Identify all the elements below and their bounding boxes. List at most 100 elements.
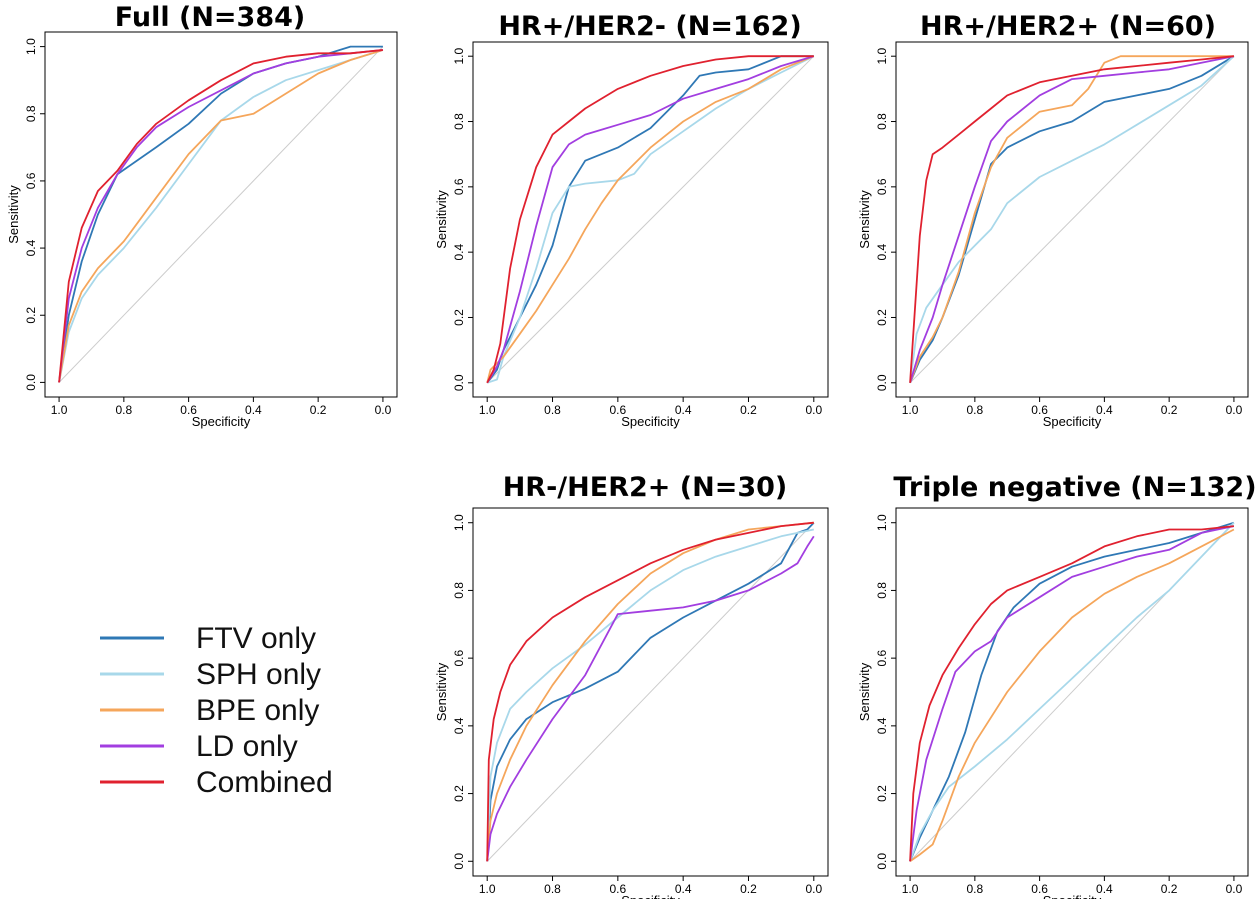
y-tick-label: 0.0 [452, 374, 466, 391]
y-axis-label: Sensitivity [857, 190, 872, 249]
x-axis-label: Specificity [1043, 893, 1102, 899]
roc-panel-1: Full (N=384) 1.0 0.8 0.6 0.4 0.2 0.0 0.0 0.2 0.4 0… [6, 2, 398, 429]
y-tick-label: 0.2 [875, 785, 889, 802]
y-tick-label: 0.6 [452, 649, 466, 666]
x-tick-label: 0.0 [1226, 403, 1243, 417]
series-line-ld-only [486, 535, 815, 862]
plot-frame [895, 507, 1249, 877]
roc-panels: Full (N=384) 1.0 0.8 0.6 0.4 0.2 0.0 0.0 0.2 0.4 0… [6, 2, 1257, 899]
x-tick-label: 0.4 [675, 882, 692, 896]
x-tick-label: 1.0 [51, 403, 68, 417]
x-axis-label: Specificity [621, 414, 680, 429]
series-line-bpe-only [909, 528, 1235, 863]
x-tick-label: 0.4 [245, 403, 262, 417]
panel-title: Full (N=384) [115, 2, 306, 33]
roc-panel-5: Triple negative (N=132) 1.0 0.8 0.6 0.4 0.2 0.… [857, 472, 1257, 899]
legend-label: SPH only [196, 658, 321, 691]
y-axis-label: Sensitivity [434, 662, 449, 721]
legend-item-sph-only: SPH only [100, 658, 321, 691]
x-tick-label: 0.6 [1031, 403, 1048, 417]
y-tick-label: 0.4 [24, 239, 38, 256]
series-line-sph-only [486, 55, 815, 384]
y-tick-label: 0.4 [875, 243, 889, 260]
panel-title: HR+/HER2+ (N=60) [920, 11, 1216, 42]
y-tick-label: 0.4 [452, 717, 466, 734]
series-line-bpe-only [486, 521, 814, 862]
roc-panel-4: HR-/HER2+ (N=30) 1.0 0.8 0.6 0.4 0.2 0.0 0.0 0.2… [434, 472, 829, 899]
y-tick-label: 0.2 [24, 307, 38, 324]
series-line-sph-only [58, 49, 384, 383]
diagonal-reference-line [486, 522, 815, 862]
y-tick-label: 1.0 [452, 514, 466, 531]
diagonal-reference-line [909, 55, 1235, 384]
series-line-bpe-only [909, 55, 1234, 384]
x-tick-label: 0.2 [740, 882, 757, 896]
x-tick-label: 0.4 [675, 403, 692, 417]
y-tick-label: 1.0 [452, 48, 466, 65]
y-tick-label: 0.0 [24, 374, 38, 391]
y-tick-label: 1.0 [875, 48, 889, 65]
y-tick-label: 0.8 [875, 582, 889, 599]
x-axis-label: Specificity [1043, 414, 1102, 429]
x-tick-label: 0.6 [1031, 882, 1048, 896]
plot-frame [895, 41, 1249, 398]
x-tick-label: 0.0 [805, 403, 822, 417]
y-tick-label: 0.8 [875, 113, 889, 130]
x-tick-label: 0.6 [609, 882, 626, 896]
legend-label: LD only [196, 730, 298, 763]
diagonal-reference-line [58, 46, 384, 383]
x-tick-label: 0.0 [1226, 882, 1243, 896]
y-tick-label: 0.8 [452, 582, 466, 599]
series-line-combined [909, 55, 1234, 383]
x-tick-label: 0.0 [805, 882, 822, 896]
y-axis-label: Sensitivity [6, 185, 21, 244]
series-line-combined [486, 55, 814, 384]
x-tick-label: 1.0 [479, 403, 496, 417]
roc-panel-2: HR+/HER2- (N=162) 1.0 0.8 0.6 0.4 0.2 0.0 0.0 0.… [434, 11, 829, 429]
series-line-ftv-only [909, 55, 1235, 384]
series-line-combined [486, 521, 814, 862]
y-tick-label: 1.0 [875, 514, 889, 531]
x-tick-label: 0.8 [967, 403, 984, 417]
x-tick-label: 0.2 [1161, 882, 1178, 896]
x-tick-label: 0.8 [544, 882, 561, 896]
x-tick-label: 0.0 [375, 403, 392, 417]
y-axis-label: Sensitivity [857, 662, 872, 721]
x-tick-label: 0.8 [116, 403, 133, 417]
legend-item-bpe-only: BPE only [100, 694, 319, 727]
legend-label: BPE only [196, 694, 319, 727]
series-line-ld-only [909, 55, 1235, 384]
series-line-combined [909, 525, 1234, 862]
x-tick-label: 1.0 [479, 882, 496, 896]
x-tick-label: 0.6 [609, 403, 626, 417]
y-tick-label: 0.2 [875, 309, 889, 326]
series-line-ftv-only [486, 55, 814, 384]
plot-frame [472, 507, 829, 877]
y-tick-label: 0.4 [875, 717, 889, 734]
y-tick-label: 0.0 [875, 853, 889, 870]
y-tick-label: 0.8 [24, 105, 38, 122]
x-tick-label: 0.8 [544, 403, 561, 417]
series-line-sph-only [486, 528, 814, 862]
diagonal-reference-line [486, 55, 815, 384]
x-axis-label: Specificity [192, 414, 251, 429]
y-tick-label: 0.6 [875, 649, 889, 666]
x-tick-label: 0.4 [1096, 403, 1113, 417]
y-tick-label: 0.8 [452, 113, 466, 130]
legend-item-ld-only: LD only [100, 730, 298, 763]
series-line-sph-only [909, 522, 1235, 862]
y-tick-label: 1.0 [24, 38, 38, 55]
x-tick-label: 0.2 [310, 403, 327, 417]
legend-label: FTV only [196, 622, 316, 655]
y-tick-label: 0.6 [24, 172, 38, 189]
y-tick-label: 0.6 [452, 178, 466, 195]
panel-title: HR-/HER2+ (N=30) [503, 472, 788, 503]
series-line-combined [58, 49, 383, 383]
legend-item-ftv-only: FTV only [100, 622, 316, 655]
y-tick-label: 0.4 [452, 243, 466, 260]
series-line-ld-only [486, 55, 815, 384]
x-tick-label: 1.0 [902, 882, 919, 896]
series-line-sph-only [909, 55, 1235, 383]
